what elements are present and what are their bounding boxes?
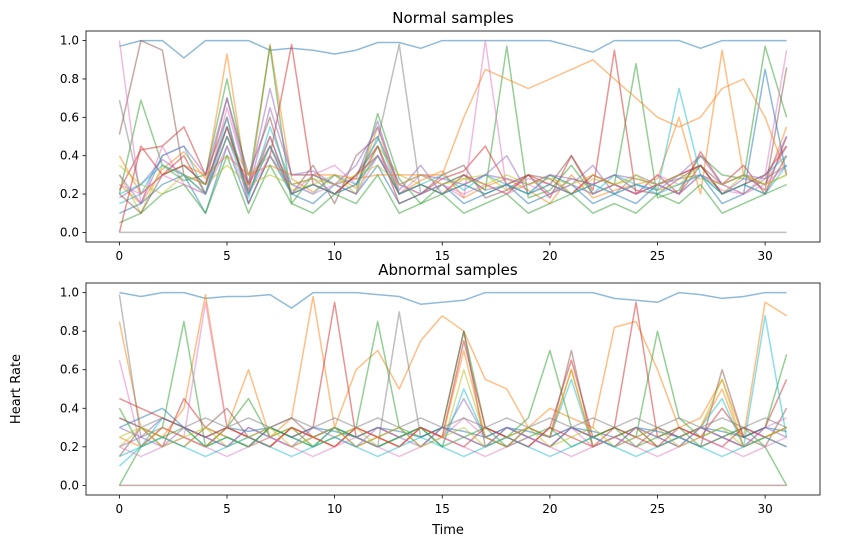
y-tick-label: 0.8: [60, 324, 79, 338]
x-tick-label: 20: [542, 502, 557, 516]
y-tick-label: 1.0: [60, 286, 79, 300]
y-tick-label: 0.6: [60, 363, 79, 377]
series-line-17: [119, 417, 787, 429]
series-line-9: [119, 87, 788, 205]
x-tick-label: 25: [650, 249, 665, 263]
panel-abnormal-samples: Abnormal samples Time Heart Rate 0 5 10 15 2…: [9, 261, 821, 538]
y-tick-label: 1.0: [60, 34, 79, 48]
series-line-10: [119, 407, 787, 438]
x-tick-label: 20: [542, 249, 557, 263]
y-tick-label: 0.8: [60, 72, 79, 86]
y-tick-label: 0.0: [60, 478, 79, 492]
x-tick-label: 5: [223, 249, 231, 263]
x-tick-label: 30: [757, 502, 772, 516]
chart-title: Abnormal samples: [378, 261, 518, 279]
panel-normal-samples: Normal samples 0 5 10 15 20 25 30 0.0 0.2 0.4 0.6 0…: [60, 9, 821, 263]
x-tick-label: 15: [435, 502, 450, 516]
x-tick-label: 5: [223, 502, 231, 516]
chart-title: Normal samples: [392, 9, 514, 27]
y-tick-label: 0.2: [60, 187, 79, 201]
series-line-12: [118, 426, 788, 486]
series-line-19: [119, 436, 787, 458]
y-tick-label: 0.4: [60, 401, 79, 415]
x-tick-label: 30: [757, 249, 772, 263]
series-lines: [118, 291, 788, 487]
x-axis-label: Time: [431, 523, 464, 538]
series-line-18: [118, 164, 787, 195]
y-tick-label: 0.0: [60, 225, 79, 239]
series-line-6: [118, 39, 788, 205]
x-tick-label: 25: [650, 502, 665, 516]
axes-frame: [85, 282, 821, 496]
series-line-11: [118, 59, 788, 195]
series-line-19: [119, 135, 788, 195]
series-line-1: [118, 293, 787, 438]
x-tick-label: 10: [327, 249, 342, 263]
x-tick-label: 10: [327, 502, 342, 516]
axes-frame: [85, 30, 821, 243]
x-tick-label: 15: [435, 249, 450, 263]
x-tick-label: 0: [116, 502, 124, 516]
series-line-12: [119, 154, 787, 224]
y-tick-label: 0.2: [60, 440, 79, 454]
series-line-0: [119, 291, 787, 309]
y-tick-label: 0.4: [60, 149, 79, 163]
y-tick-label: 0.6: [60, 110, 79, 124]
series-lines: [118, 39, 788, 234]
x-tick-label: 0: [116, 249, 124, 263]
series-line-0: [119, 39, 787, 59]
y-axis-label: Heart Rate: [9, 354, 24, 424]
series-line-16: [119, 436, 787, 458]
